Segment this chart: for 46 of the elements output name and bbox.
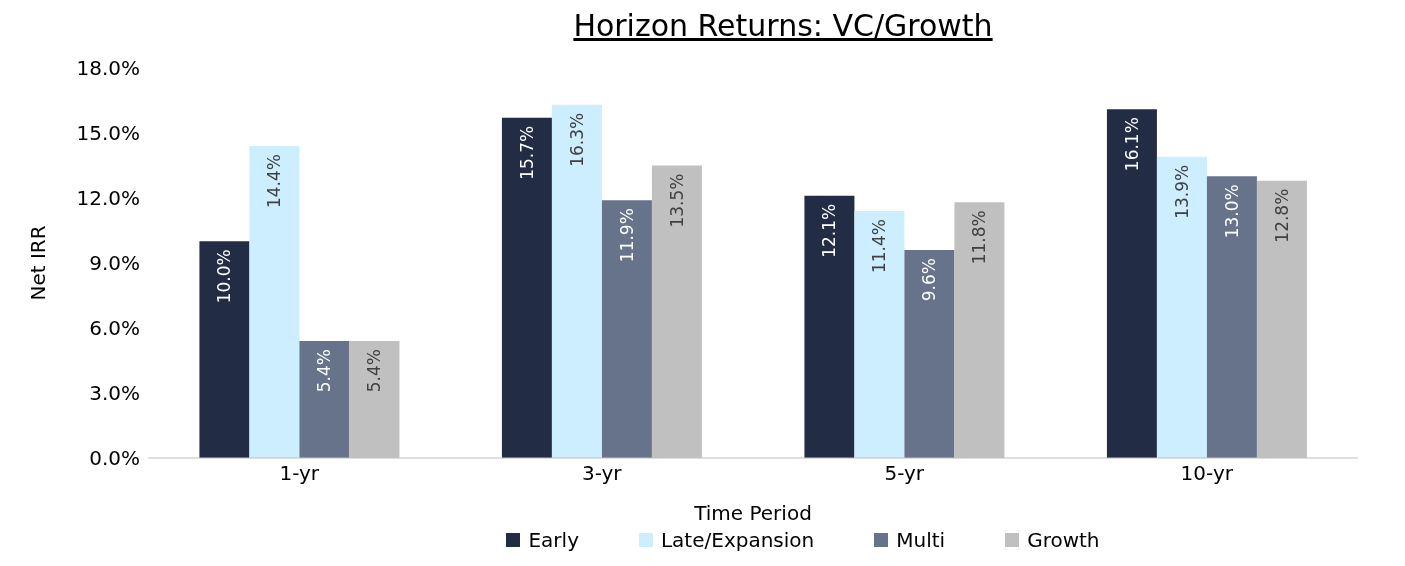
x-tick-label: 10-yr <box>1180 461 1234 486</box>
bar <box>501 117 552 458</box>
chart-title: Horizon Returns: VC/Growth <box>572 8 994 45</box>
bar <box>551 104 602 458</box>
data-label: 13.9% <box>1171 164 1192 219</box>
x-tick-label: 5-yr <box>884 461 925 486</box>
y-tick-label: 3.0% <box>89 381 140 406</box>
y-tick-label: 15.0% <box>76 121 140 146</box>
bar <box>854 211 905 458</box>
x-tick-label: 3-yr <box>581 461 623 486</box>
legend-label: Multi <box>895 528 946 552</box>
bar <box>1156 156 1207 458</box>
bar <box>199 241 250 458</box>
bar <box>904 250 955 458</box>
bar <box>1106 109 1157 458</box>
data-label: 13.5% <box>666 173 687 228</box>
data-label: 16.1% <box>1121 117 1142 172</box>
bar <box>249 146 300 458</box>
bar <box>601 200 652 458</box>
data-label: 15.7% <box>516 125 537 180</box>
data-label: 13.0% <box>1221 184 1242 239</box>
legend-label: Late/Expansion <box>659 528 815 552</box>
y-tick-label: 0.0% <box>89 446 140 471</box>
data-label: 9.6% <box>919 258 940 302</box>
data-label: 11.9% <box>616 208 637 263</box>
data-label: 12.8% <box>1271 188 1292 243</box>
bar <box>804 195 855 458</box>
data-label: 11.8% <box>969 210 990 265</box>
data-label: 12.1% <box>819 203 840 258</box>
bar <box>299 341 350 458</box>
data-label: 10.0% <box>214 249 235 304</box>
legend-label: Growth <box>1026 528 1100 552</box>
bar <box>1206 176 1257 458</box>
y-tick-label: 12.0% <box>76 186 140 211</box>
y-axis-title: Net IRR <box>26 225 51 301</box>
data-label: 5.4% <box>364 349 385 393</box>
legend-label: Early <box>527 528 579 552</box>
x-axis-title: Time Period <box>693 501 812 525</box>
x-tick-label: 1-yr <box>279 461 320 486</box>
data-label: 14.4% <box>264 154 285 209</box>
y-tick-label: 6.0% <box>89 316 140 341</box>
data-label: 16.3% <box>566 112 587 167</box>
data-label: 11.4% <box>869 219 890 274</box>
y-tick-label: 9.0% <box>89 251 140 276</box>
data-label: 5.4% <box>314 349 335 393</box>
y-tick-label: 18.0% <box>76 56 140 81</box>
